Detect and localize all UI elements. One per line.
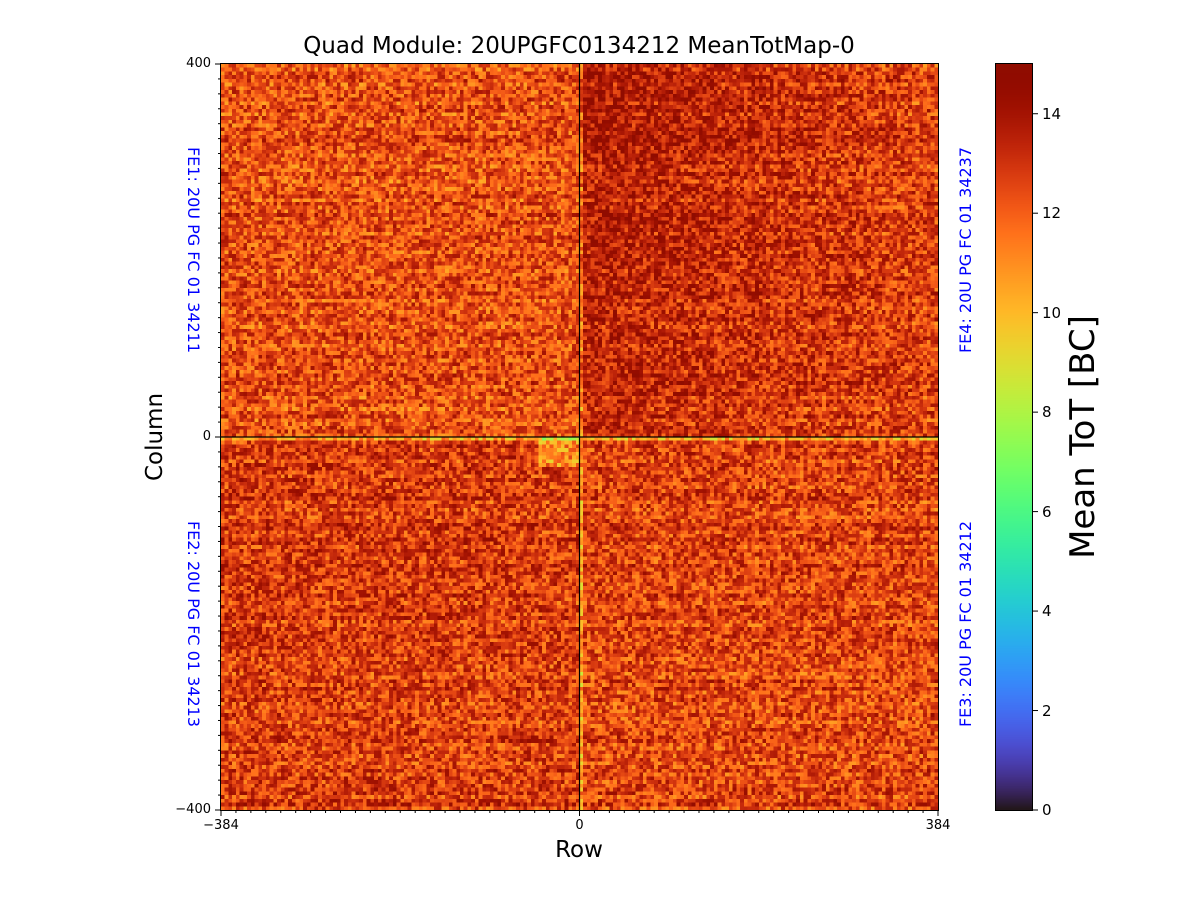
colorbar (996, 64, 1032, 810)
colorbar-tick-label: 0 (1042, 801, 1052, 819)
x-axis-label: Row (555, 837, 603, 863)
fe2-label: FE2: 20U PG FC 01 34213 (184, 520, 203, 728)
chart-title: Quad Module: 20UPGFC0134212 MeanTotMap-0 (303, 33, 855, 59)
fe3-label: FE3: 20U PG FC 01 34212 (956, 520, 975, 728)
x-tick-label: −384 (203, 818, 239, 833)
x-tick-label: 0 (575, 818, 584, 833)
fe1-label: FE1: 20U PG FC 01 34211 (184, 146, 203, 354)
fe4-label: FE4: 20U PG FC 01 34237 (956, 146, 975, 354)
colorbar-frame (995, 63, 1033, 811)
colorbar-tick-label: 6 (1042, 502, 1052, 521)
y-tick-label: 0 (202, 429, 211, 444)
colorbar-tick-label: 12 (1042, 204, 1062, 223)
y-axis-label: Column (142, 392, 168, 482)
colorbar-tick-label: 4 (1042, 602, 1052, 621)
x-tick-label: 384 (925, 818, 951, 833)
colorbar-tick-label: 2 (1042, 701, 1052, 720)
colorbar-label: Mean ToT [BC] (1063, 315, 1103, 559)
y-tick-label: −400 (175, 802, 211, 817)
colorbar-tick-label: 14 (1042, 104, 1062, 123)
colorbar-tick-label: 8 (1042, 403, 1052, 422)
colorbar-tick-label: 10 (1042, 303, 1062, 322)
y-tick-label: 400 (186, 56, 211, 71)
